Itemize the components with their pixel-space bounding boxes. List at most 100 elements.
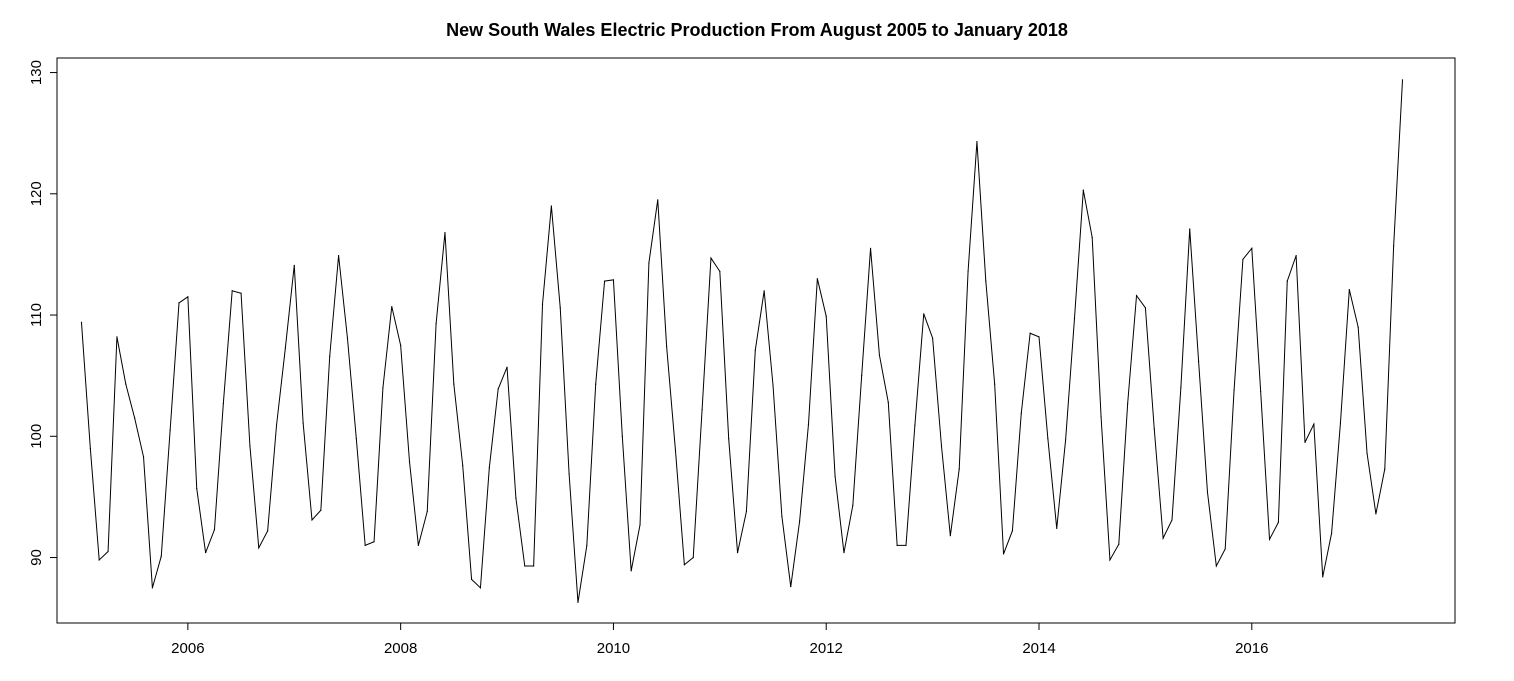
data-point: [683, 564, 685, 566]
data-point: [603, 280, 606, 282]
data-point: [666, 345, 668, 348]
data-point: [692, 556, 694, 559]
data-point: [479, 587, 482, 589]
data-point: [914, 424, 916, 426]
data-point: [284, 347, 286, 349]
data-point: [196, 487, 198, 490]
data-point: [1189, 228, 1191, 230]
data-point: [400, 344, 402, 346]
data-point: [1029, 332, 1031, 334]
data-point: [533, 565, 535, 567]
data-point: [213, 529, 216, 531]
data-point: [1286, 280, 1288, 282]
y-tick-label: 100: [28, 424, 45, 449]
data-point: [337, 255, 340, 257]
data-point: [745, 510, 748, 513]
data-point: [267, 530, 269, 532]
data-point: [125, 383, 127, 385]
data-point: [1065, 439, 1067, 441]
y-tick-label: 120: [28, 181, 45, 206]
data-point: [923, 313, 925, 315]
data-point: [1171, 519, 1173, 521]
data-point: [107, 550, 109, 553]
data-point: [1020, 412, 1022, 414]
data-point: [89, 447, 91, 450]
data-point: [1135, 295, 1138, 297]
data-point: [1330, 532, 1333, 534]
data-point: [240, 292, 242, 294]
data-point: [621, 435, 623, 437]
x-tick-label: 2006: [171, 640, 204, 657]
data-point: [807, 423, 810, 425]
x-tick-label: 2010: [597, 640, 630, 657]
data-point: [852, 504, 854, 506]
y-tick-label: 130: [28, 60, 45, 85]
data-point: [1251, 247, 1253, 249]
data-point: [1091, 236, 1093, 239]
data-point: [568, 473, 570, 475]
data-point: [1073, 318, 1076, 320]
data-point: [657, 199, 659, 201]
data-point: [134, 417, 136, 419]
data-point: [1180, 387, 1182, 389]
data-point: [816, 278, 818, 280]
data-point: [648, 262, 650, 264]
data-point: [843, 552, 845, 554]
data-point: [151, 587, 153, 589]
data-point: [1197, 360, 1200, 362]
data-point: [1313, 423, 1315, 425]
data-point: [896, 544, 898, 547]
data-point: [1224, 548, 1226, 550]
data-point: [355, 438, 357, 440]
data-point: [1268, 538, 1271, 540]
data-point: [80, 321, 83, 323]
data-point: [736, 552, 739, 554]
data-point: [940, 445, 943, 447]
data-point: [258, 547, 260, 549]
data-point: [275, 424, 278, 426]
data-point: [382, 387, 384, 389]
data-point: [302, 422, 304, 424]
data-point: [1233, 389, 1235, 391]
data-point: [639, 524, 641, 526]
data-point: [541, 303, 544, 305]
data-point: [169, 429, 171, 431]
data-point: [1295, 255, 1297, 257]
data-point: [878, 354, 881, 356]
data-point: [320, 509, 322, 511]
data-point: [790, 586, 792, 588]
data-point: [1100, 416, 1102, 418]
data-point: [701, 409, 703, 411]
data-point: [222, 402, 224, 405]
data-point: [488, 467, 490, 469]
data-point: [763, 290, 765, 292]
data-point: [98, 559, 100, 561]
data-point: [1144, 307, 1146, 309]
data-point: [364, 544, 366, 547]
data-point: [1348, 288, 1350, 291]
data-point: [1206, 491, 1209, 493]
series-line: [80, 79, 1404, 603]
data-point: [985, 280, 987, 282]
data-point: [346, 337, 349, 339]
data-point: [249, 445, 251, 447]
data-point: [1339, 422, 1342, 424]
data-point: [462, 464, 464, 466]
data-point: [417, 544, 419, 547]
data-point: [1082, 189, 1084, 191]
data-point: [1153, 428, 1155, 430]
data-point: [932, 337, 934, 339]
data-point: [1322, 576, 1324, 578]
data-point: [719, 270, 721, 272]
data-point: [958, 468, 960, 470]
plot-frame: [56, 57, 1456, 624]
series-layer: [80, 79, 1404, 603]
data-point: [187, 296, 189, 298]
data-point: [772, 384, 774, 386]
x-tick-label: 2012: [810, 640, 843, 657]
data-point: [799, 520, 801, 522]
data-point: [1011, 530, 1014, 532]
data-point: [861, 375, 863, 377]
data-point: [1056, 527, 1058, 530]
data-point: [630, 570, 632, 572]
